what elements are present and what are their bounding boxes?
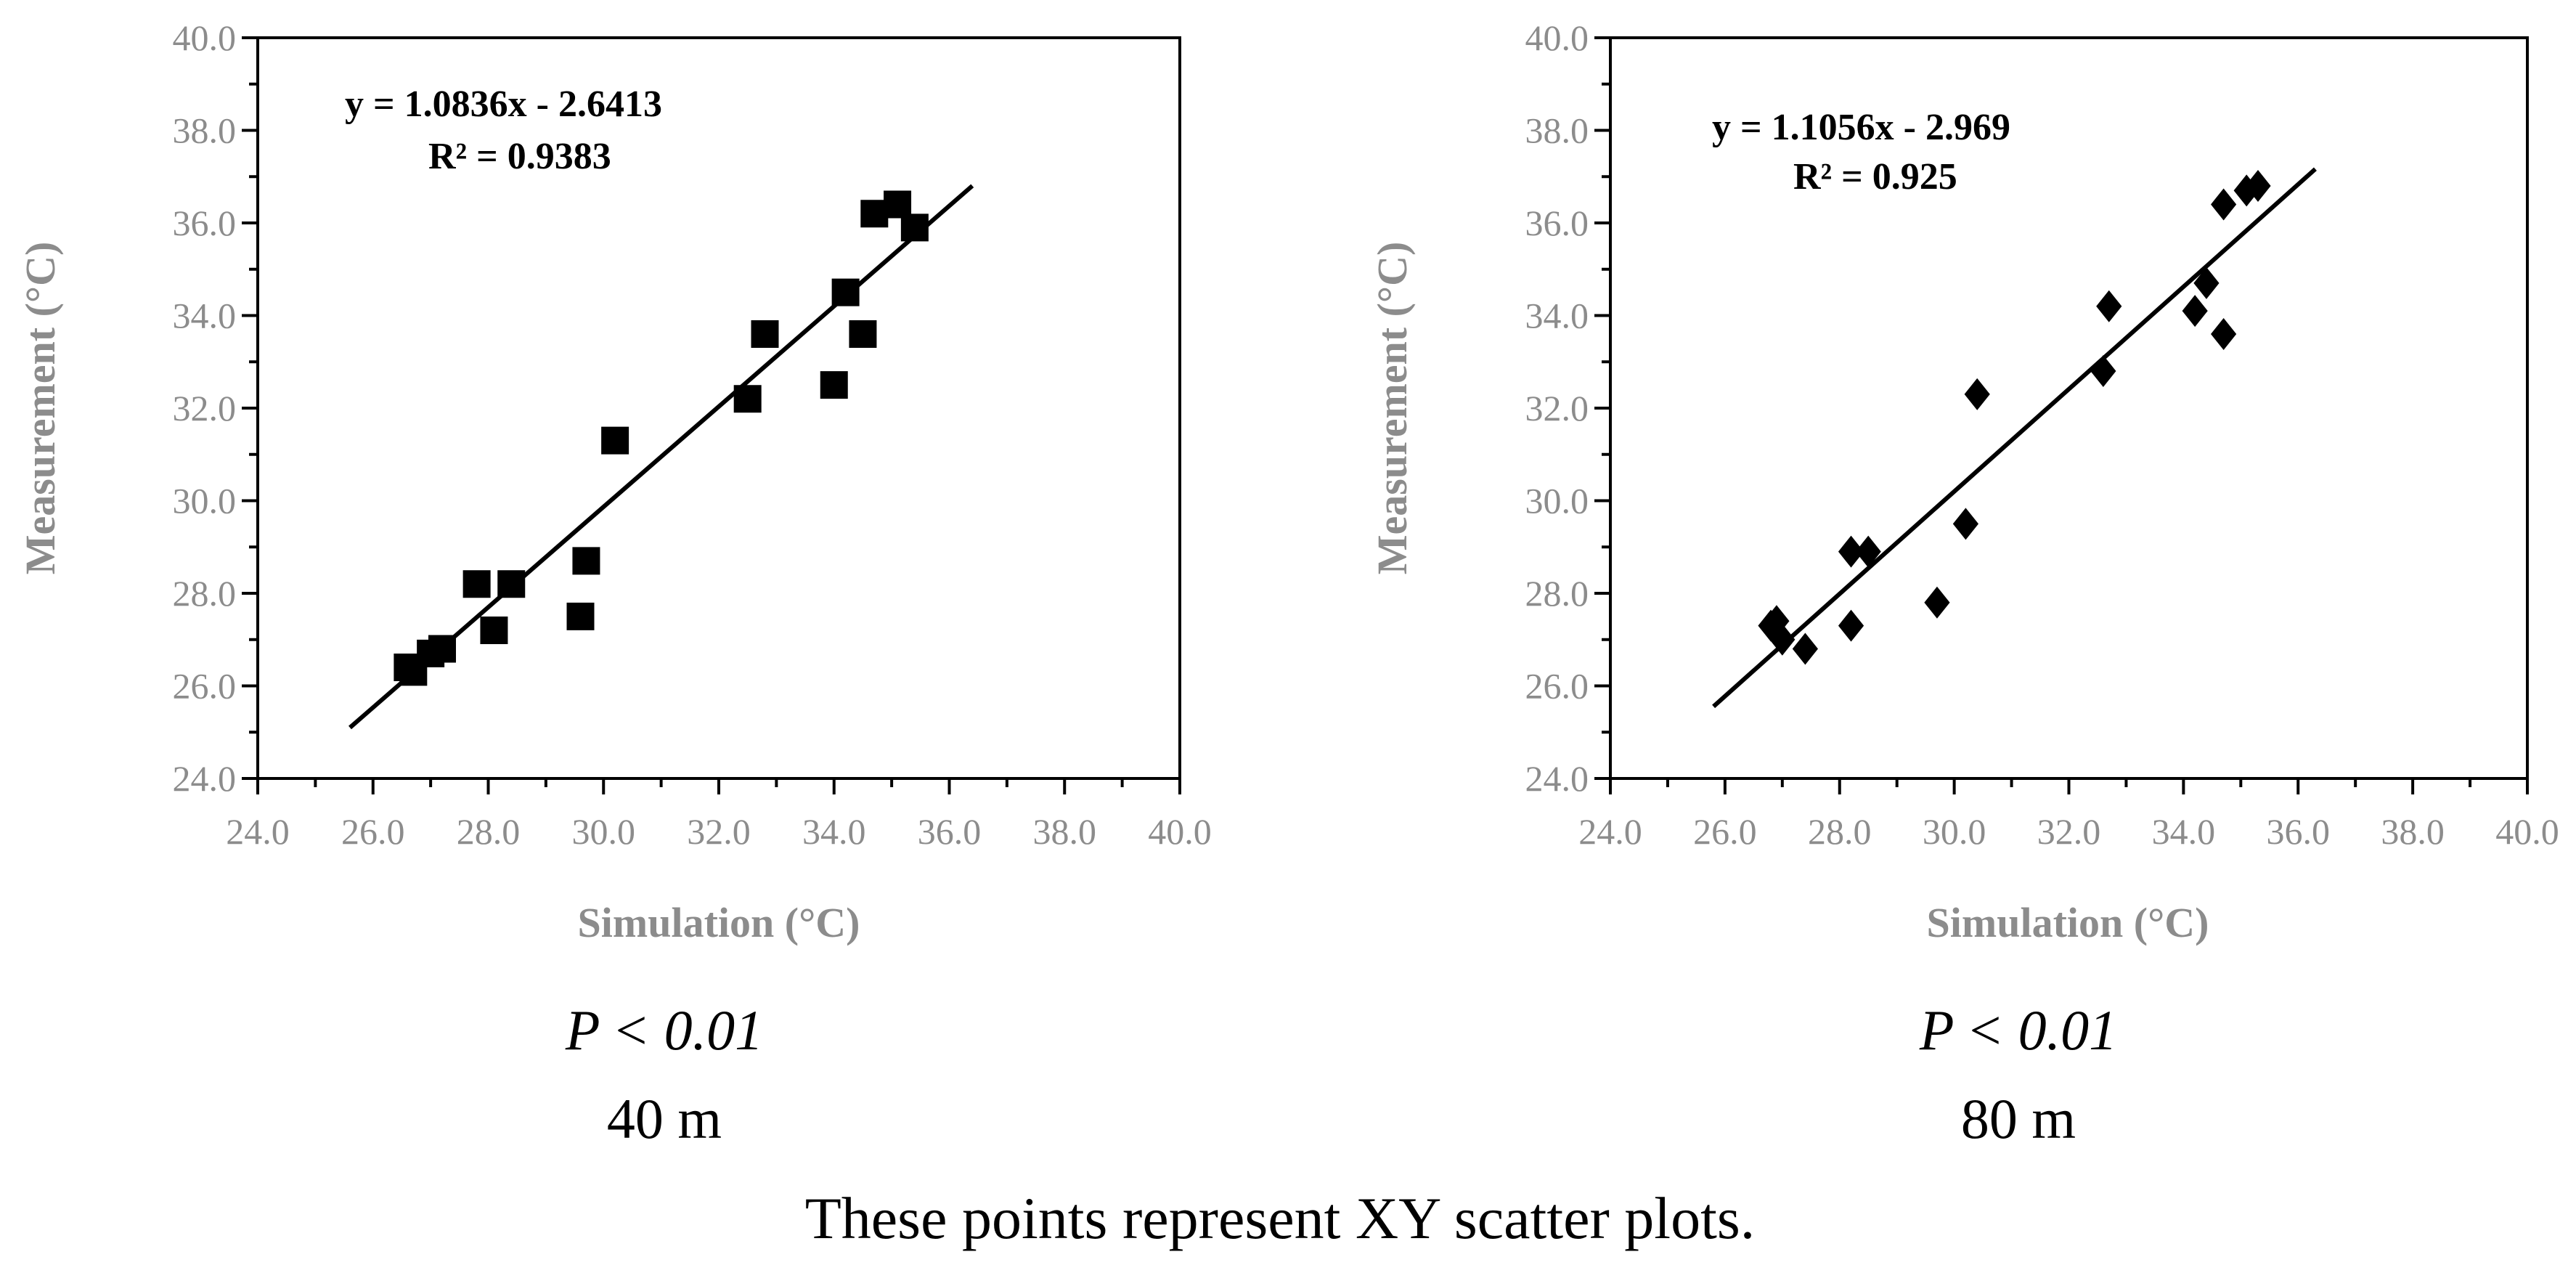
- data-point: [1769, 623, 1796, 656]
- y-axis-title: Measurement (°C): [1369, 242, 1416, 575]
- data-point: [900, 213, 929, 242]
- figure-caption: These points represent XY scatter plots.: [805, 1185, 1756, 1251]
- data-point: [1964, 378, 1990, 410]
- data-point: [2193, 267, 2220, 299]
- p-value: < 0.01: [1966, 998, 2118, 1062]
- x-tick-label: 38.0: [2381, 811, 2445, 852]
- p-symbol: P: [1919, 998, 1955, 1062]
- data-point: [572, 547, 600, 575]
- y-tick-label: 40.0: [1525, 17, 1589, 58]
- x-tick-label: 24.0: [1578, 811, 1642, 852]
- x-tick-label: 26.0: [1693, 811, 1757, 852]
- y-tick-label: 38.0: [1525, 110, 1589, 151]
- data-point: [601, 426, 629, 455]
- data-point: [497, 570, 526, 598]
- chart-40m: 24.0 24.0 26.0 26.0 28.0 28.0 30.0 30.0 32.0 32.0…: [17, 17, 1212, 1150]
- x-axis-title: Simulation (°C): [1927, 899, 2209, 946]
- data-points: [1758, 170, 2271, 665]
- panel-label: 80 m: [1961, 1087, 2076, 1150]
- panel-label: 40 m: [607, 1087, 722, 1150]
- x-tick-label: 38.0: [1033, 811, 1097, 852]
- chart-80m: 24.0 24.0 26.0 26.0 28.0 28.0 30.0 30.0 32.0 32.0…: [1369, 17, 2559, 1150]
- data-point: [2245, 170, 2271, 202]
- x-tick-label: 34.0: [2152, 811, 2216, 852]
- r-squared-label: R² = 0.925: [1793, 156, 1957, 198]
- data-point: [480, 617, 508, 644]
- y-tick-label: 34.0: [173, 296, 237, 336]
- x-tick-label: 36.0: [2267, 811, 2331, 852]
- axis-ticks: 24.0 24.0 26.0 26.0 28.0 28.0 30.0 30.0 32.0 32.0…: [1525, 17, 2559, 852]
- p-symbol: P: [565, 998, 600, 1062]
- trendline: [1712, 167, 2317, 709]
- x-axis-title: Simulation (°C): [578, 899, 860, 946]
- x-tick-label: 40.0: [2495, 811, 2559, 852]
- data-point: [1838, 609, 1864, 642]
- y-tick-label: 30.0: [1525, 481, 1589, 521]
- data-point: [751, 320, 779, 348]
- y-tick-label: 28.0: [173, 573, 237, 614]
- y-tick-label: 28.0: [1525, 573, 1589, 614]
- y-tick-label: 40.0: [173, 17, 237, 58]
- axis-ticks: 24.0 24.0 26.0 26.0 28.0 28.0 30.0 30.0 32.0 32.0…: [173, 17, 1212, 852]
- y-tick-label: 30.0: [173, 481, 237, 521]
- x-tick-label: 32.0: [687, 811, 751, 852]
- y-tick-label: 26.0: [1525, 666, 1589, 707]
- equation-label: y = 1.1056x - 2.969: [1712, 107, 2010, 148]
- y-tick-label: 26.0: [173, 666, 237, 707]
- y-tick-label: 24.0: [173, 758, 237, 799]
- y-tick-label: 24.0: [1525, 758, 1589, 799]
- p-value-label: P < 0.01: [565, 998, 763, 1062]
- x-tick-label: 30.0: [572, 811, 636, 852]
- data-point: [2090, 355, 2116, 387]
- data-point: [462, 570, 491, 598]
- data-point: [2096, 290, 2122, 322]
- x-tick-label: 32.0: [2037, 811, 2101, 852]
- x-tick-label: 30.0: [1923, 811, 1986, 852]
- data-point: [1838, 535, 1864, 568]
- equation-label: y = 1.0836x - 2.6413: [345, 84, 662, 125]
- plot-area: [1609, 36, 2529, 780]
- x-tick-label: 24.0: [226, 811, 290, 852]
- r-squared-label: R² = 0.9383: [428, 136, 611, 177]
- y-tick-label: 38.0: [173, 110, 237, 151]
- data-points: [394, 190, 929, 686]
- data-point: [2211, 318, 2237, 350]
- x-tick-label: 34.0: [802, 811, 866, 852]
- data-point: [2182, 295, 2208, 328]
- data-point: [1855, 535, 1881, 568]
- data-point: [2211, 188, 2237, 221]
- data-point: [1952, 508, 1979, 540]
- x-tick-label: 26.0: [341, 811, 405, 852]
- data-point: [860, 200, 889, 228]
- y-tick-label: 34.0: [1525, 296, 1589, 336]
- data-point: [566, 602, 595, 630]
- x-tick-label: 36.0: [918, 811, 982, 852]
- data-point: [1792, 632, 1818, 665]
- y-tick-label: 32.0: [173, 388, 237, 428]
- data-point: [820, 371, 848, 399]
- x-tick-label: 28.0: [1808, 811, 1872, 852]
- p-value: < 0.01: [612, 998, 764, 1062]
- data-point: [1924, 586, 1950, 619]
- data-point: [884, 190, 912, 219]
- data-point: [849, 320, 877, 348]
- p-value-label: P < 0.01: [1919, 998, 2117, 1062]
- x-tick-label: 40.0: [1148, 811, 1212, 852]
- x-tick-label: 28.0: [457, 811, 521, 852]
- y-axis-title: Measurement (°C): [17, 242, 64, 575]
- y-tick-label: 36.0: [173, 203, 237, 243]
- y-tick-label: 32.0: [1525, 388, 1589, 428]
- y-tick-label: 36.0: [1525, 203, 1589, 243]
- data-point: [831, 278, 860, 306]
- data-point: [428, 635, 456, 663]
- data-point: [733, 385, 762, 413]
